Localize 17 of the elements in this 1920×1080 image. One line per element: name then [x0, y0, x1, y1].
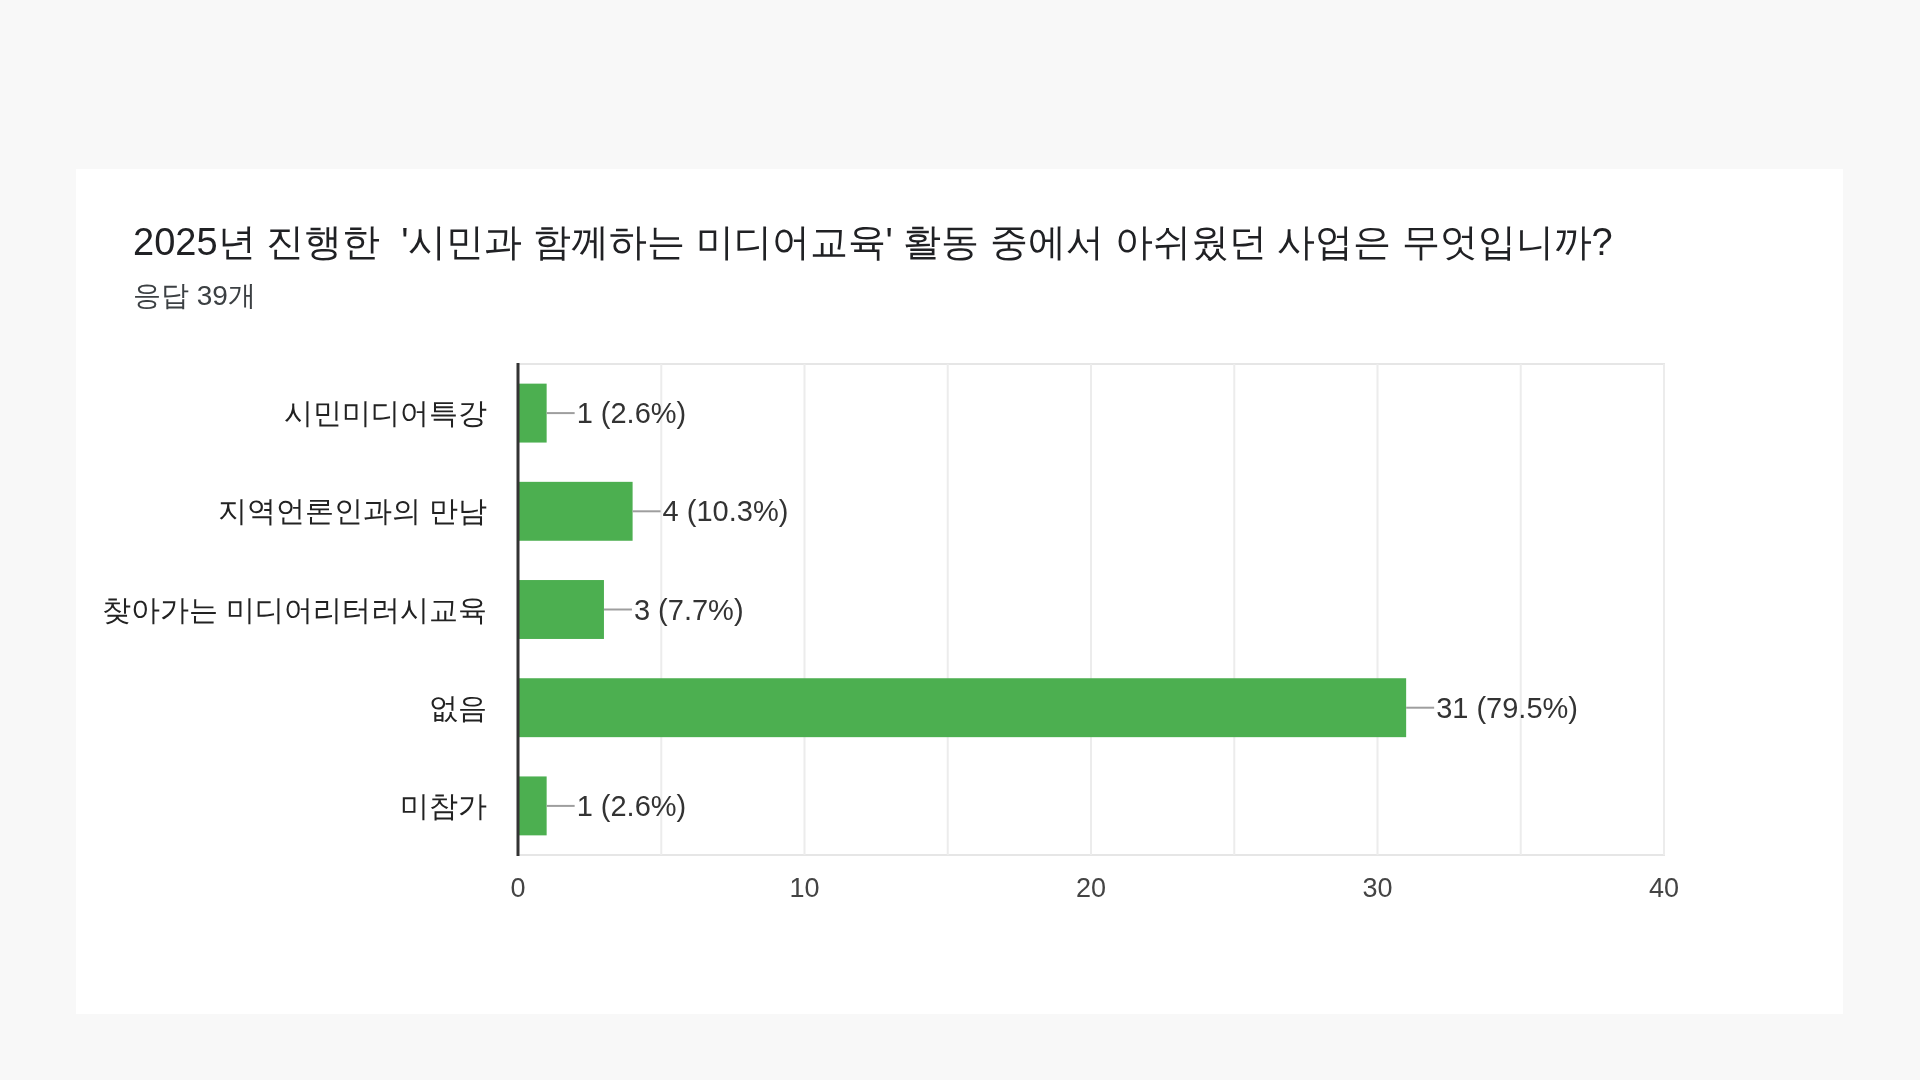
- tick: 20: [1076, 873, 1106, 903]
- tick: 40: [1649, 873, 1679, 903]
- subtitle: 응답 39개: [133, 280, 256, 311]
- title: 2025년 진행한 '시민과 함께하는 미디어교육' 활동 중에서 아쉬웠던 사업은 무엇입니까?: [133, 221, 1613, 263]
- data-label: 4 (10.3%): [662, 495, 789, 528]
- data-label: 1 (2.6%): [576, 397, 687, 430]
- tick: 30: [1362, 873, 1393, 903]
- category: 지역언론인과의 만남: [218, 495, 487, 528]
- category: 없음: [429, 691, 487, 724]
- data-label: 3 (7.7%): [633, 593, 744, 626]
- category: 찾아가는 미디어리터러시교육: [102, 593, 487, 626]
- data-label: 1 (2.6%): [576, 789, 687, 822]
- category: 시민미디어특강: [284, 397, 487, 430]
- data-label: 31 (79.5%): [1436, 691, 1578, 724]
- category: 미참가: [400, 789, 487, 822]
- tick: 0: [510, 873, 526, 903]
- tick: 10: [789, 873, 820, 903]
